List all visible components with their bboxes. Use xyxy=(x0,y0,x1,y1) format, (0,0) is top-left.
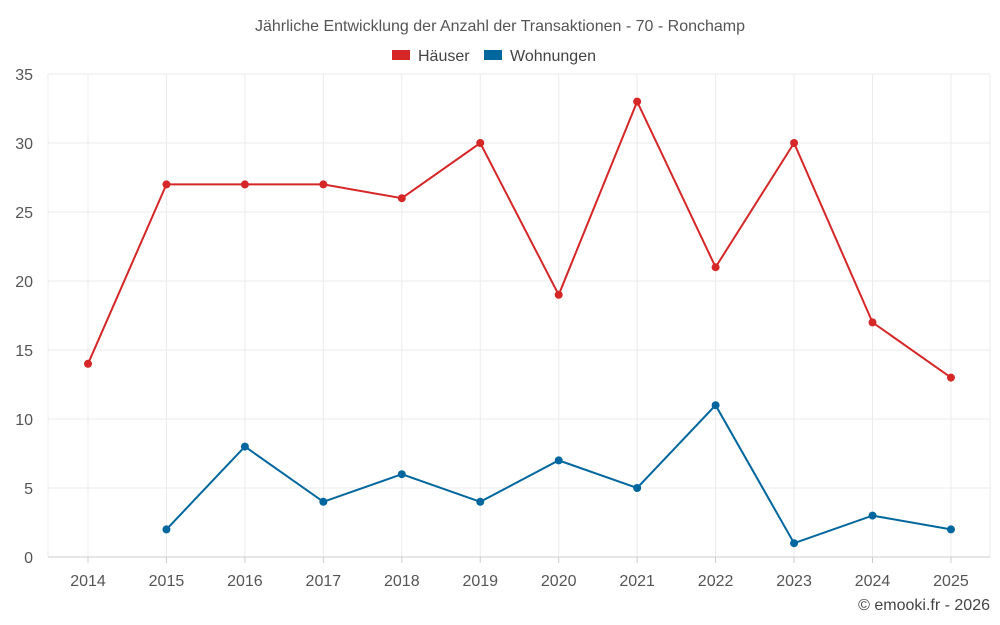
data-point[interactable] xyxy=(946,373,955,382)
data-point[interactable] xyxy=(162,525,171,534)
x-tick-label: 2015 xyxy=(149,573,185,590)
data-point[interactable] xyxy=(397,194,406,203)
data-point[interactable] xyxy=(554,290,563,299)
x-tick-label: 2021 xyxy=(619,573,655,590)
x-tick-label: 2020 xyxy=(541,573,577,590)
y-axis: 0 5 10 15 20 25 30 35 xyxy=(15,67,33,567)
y-tick-label: 20 xyxy=(15,274,33,291)
x-tick-label: 2022 xyxy=(698,573,734,590)
x-axis: 2014 2015 2016 2017 2018 2019 2020 2021 2022 2023… xyxy=(70,557,969,590)
data-point[interactable] xyxy=(711,401,720,410)
y-tick-label: 15 xyxy=(15,343,33,360)
data-point[interactable] xyxy=(868,511,877,520)
chart-title: Jährliche Entwicklung der Anzahl der Tra… xyxy=(255,18,745,35)
data-point[interactable] xyxy=(476,139,485,147)
y-tick-label: 5 xyxy=(24,481,33,498)
data-point[interactable] xyxy=(319,497,328,506)
y-tick-label: 10 xyxy=(15,412,33,429)
series-group xyxy=(84,97,955,548)
data-point[interactable] xyxy=(319,180,328,189)
data-point[interactable] xyxy=(946,525,955,534)
data-point[interactable] xyxy=(554,456,563,465)
x-tick-label: 2014 xyxy=(70,573,106,590)
y-tick-label: 25 xyxy=(15,205,33,222)
data-point[interactable] xyxy=(397,470,406,479)
data-point[interactable] xyxy=(240,180,249,189)
x-tick-label: 2023 xyxy=(776,573,812,590)
legend-swatch xyxy=(392,50,410,60)
legend-item[interactable]: Wohnungen xyxy=(484,48,596,65)
data-point[interactable] xyxy=(633,484,642,492)
legend-swatch xyxy=(484,50,502,60)
legend: Häuser Wohnungen xyxy=(392,48,596,65)
data-point[interactable] xyxy=(868,318,877,327)
x-tick-label: 2019 xyxy=(462,573,498,590)
legend-label: Häuser xyxy=(418,48,470,65)
x-tick-label: 2017 xyxy=(306,573,342,590)
y-tick-label: 30 xyxy=(15,136,33,153)
x-tick-label: 2016 xyxy=(227,573,263,590)
data-point[interactable] xyxy=(476,497,485,506)
legend-label: Wohnungen xyxy=(510,48,596,65)
data-point[interactable] xyxy=(790,139,799,147)
grid xyxy=(47,73,991,558)
x-tick-label: 2024 xyxy=(855,573,891,590)
data-point[interactable] xyxy=(240,442,249,451)
data-point[interactable] xyxy=(790,539,799,548)
data-point[interactable] xyxy=(162,180,171,189)
y-tick-label: 0 xyxy=(24,550,33,567)
data-point[interactable] xyxy=(84,359,92,368)
series-wohnungen xyxy=(162,401,955,548)
data-point[interactable] xyxy=(711,263,720,272)
series-line xyxy=(87,99,952,379)
x-tick-label: 2025 xyxy=(933,573,969,590)
x-tick-label: 2018 xyxy=(384,573,420,590)
series-haeuser xyxy=(84,97,955,382)
y-tick-label: 35 xyxy=(15,67,33,84)
data-point[interactable] xyxy=(633,97,642,106)
credit-text: © emooki.fr - 2026 xyxy=(858,597,990,614)
legend-item[interactable]: Häuser xyxy=(392,48,470,65)
